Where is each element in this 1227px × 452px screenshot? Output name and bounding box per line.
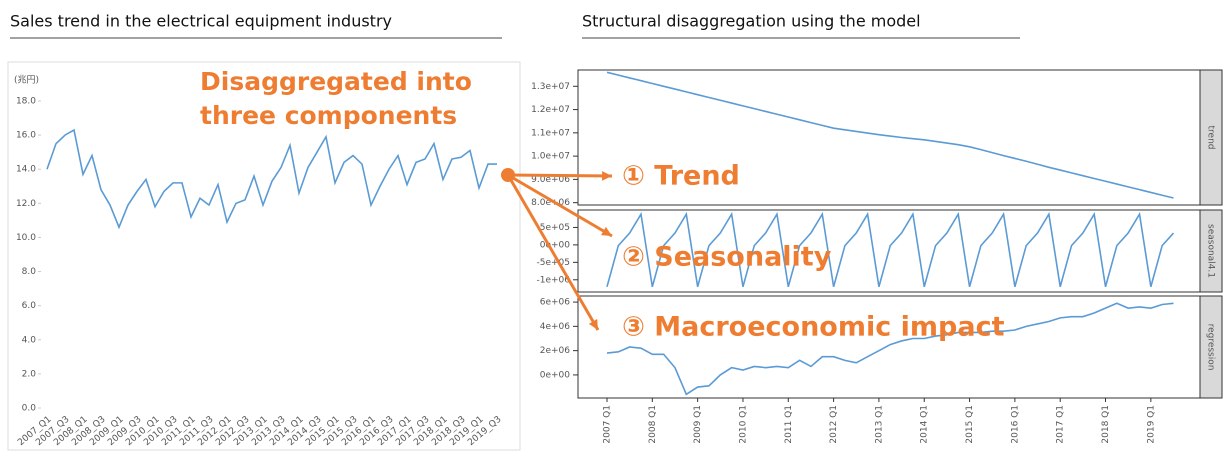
strip-label: regression: [1206, 324, 1216, 371]
y-tick-label: 1.0e+07: [531, 152, 570, 162]
y-tick-label: 0.0: [22, 404, 37, 414]
strip: [1199, 295, 1223, 399]
x-tick-label: 2011 Q1: [784, 405, 794, 444]
y-tick-label: 18.0: [16, 97, 36, 107]
component-label: ② Seasonality: [622, 242, 832, 273]
x-tick-label: 2015 Q1: [965, 405, 975, 444]
y-tick-label: 2.0: [22, 369, 37, 379]
component-line: [606, 302, 1174, 396]
y-tick-label: 4e+06: [540, 322, 571, 332]
y-unit-label: (兆円): [14, 75, 39, 86]
x-tick-label: 2018 Q1: [1101, 405, 1111, 444]
y-tick-label: 5e+05: [540, 223, 570, 233]
strip-label: trend: [1206, 126, 1216, 150]
strip-label: seasonal4.1: [1206, 224, 1216, 278]
x-tick-label: 2010 Q1: [738, 405, 748, 444]
sales-line: [46, 128, 497, 230]
y-tick-label: 8.0: [22, 267, 37, 277]
y-tick-label: 1.1e+07: [531, 128, 570, 138]
y-tick-label: 4.0: [22, 335, 37, 345]
panel: [577, 69, 1201, 206]
strip: [1199, 209, 1223, 293]
arrow: [507, 173, 613, 178]
component-line: [606, 211, 1175, 287]
right-heading: Structural disaggregation using the mode…: [582, 12, 921, 31]
x-tick-label: 2012 Q1: [829, 405, 839, 444]
y-tick-label: 0e+00: [540, 370, 571, 380]
y-tick-label: 0e+00: [540, 240, 571, 250]
arrow-origin: [501, 168, 515, 182]
x-tick-label: 2013 Q1: [874, 405, 884, 444]
component-label: ① Trend: [622, 161, 740, 192]
x-tick-label: 2019 Q1: [1146, 405, 1156, 444]
left-heading: Sales trend in the electrical equipment …: [10, 12, 392, 31]
y-tick-label: 10.0: [16, 233, 36, 243]
x-tick-label: 2008 Q1: [648, 405, 658, 444]
arrow-head: [602, 171, 612, 181]
left-chart-frame: [7, 61, 521, 451]
panel: [577, 295, 1201, 399]
arrow: [506, 174, 600, 331]
arrow-head: [588, 319, 598, 330]
y-tick-label: 8.0e+06: [531, 198, 570, 208]
callout-text: three components: [200, 101, 457, 130]
strip: [1199, 69, 1223, 206]
y-tick-label: -5e+05: [536, 258, 570, 268]
y-tick-label: 1.2e+07: [531, 105, 570, 115]
y-tick-label: 16.0: [16, 131, 36, 141]
y-tick-label: 14.0: [16, 165, 36, 175]
arrow: [507, 173, 613, 238]
y-tick-label: 6e+06: [540, 298, 571, 308]
component-line: [606, 71, 1174, 199]
y-tick-label: 1.3e+07: [531, 82, 570, 92]
y-tick-label: 6.0: [22, 301, 37, 311]
y-tick-label: 9.0e+06: [531, 175, 570, 185]
x-tick-label: 2016 Q1: [1010, 405, 1020, 444]
y-tick-label: 2e+06: [540, 346, 571, 356]
x-tick-label: 2017 Q1: [1056, 405, 1066, 444]
callout-text: Disaggregated into: [200, 67, 472, 96]
y-tick-label: 12.0: [16, 199, 36, 209]
x-tick-label: 2014 Q1: [920, 405, 930, 444]
component-label: ③ Macroeconomic impact: [622, 312, 1005, 343]
x-tick-label: 2009 Q1: [693, 405, 703, 444]
y-tick-label: -1e+06: [536, 275, 570, 285]
x-tick-label: 2007 Q1: [603, 405, 613, 444]
arrow-head: [601, 226, 612, 236]
